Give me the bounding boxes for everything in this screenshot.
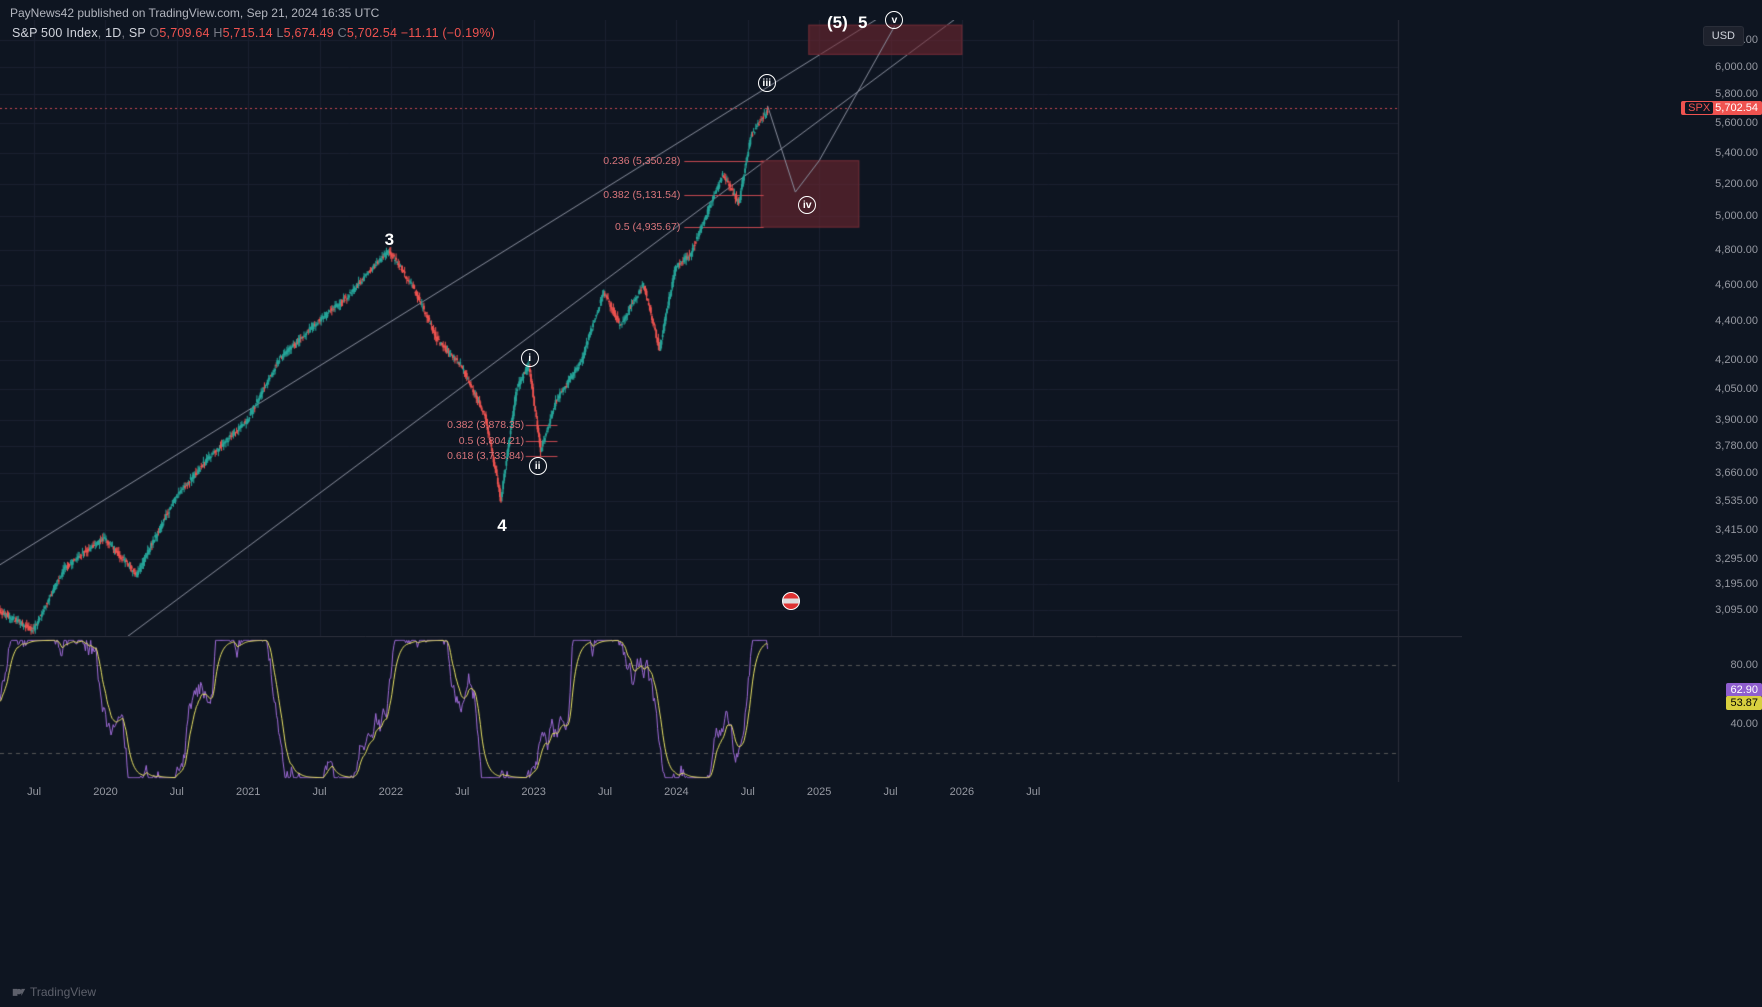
price-tick: 4,800.00 [1715,244,1758,256]
ohlc-chg: −11.11 [401,26,439,40]
price-tick: 3,660.00 [1715,467,1758,479]
watermark-text: TradingView [30,985,96,999]
ew-label-iii: iii [758,74,776,92]
time-tick: Jul [598,786,612,798]
price-tick: 4,600.00 [1715,279,1758,291]
ew-label-4: 4 [497,516,506,536]
chart-header: PayNews42 published on TradingView.com, … [0,0,1762,26]
tradingview-icon [12,985,26,999]
price-tick: 4,200.00 [1715,354,1758,366]
ohlc-high: 5,715.14 [223,26,273,40]
indicator-tick: 80.00 [1730,659,1758,671]
price-tick: 4,400.00 [1715,315,1758,327]
currency-button[interactable]: USD [1703,26,1744,46]
fib-level-label: 0.618 (3,733.84) [424,450,524,462]
indicator-tick: 40.00 [1730,718,1758,730]
ohlc-open: 5,709.64 [159,26,209,40]
price-tick: 5,800.00 [1715,88,1758,100]
time-tick: Jul [1026,786,1040,798]
price-tick: 3,295.00 [1715,553,1758,565]
price-tick: 6,000.00 [1715,61,1758,73]
price-tick: 5,400.00 [1715,147,1758,159]
time-tick: Jul [313,786,327,798]
price-tick: 4,050.00 [1715,383,1758,395]
price-tick: 3,780.00 [1715,440,1758,452]
time-tick: 2023 [521,786,545,798]
price-tick: 5,200.00 [1715,178,1758,190]
stoch-k-tag: 62.90 [1726,683,1762,697]
ohlc-close: 5,702.54 [347,26,397,40]
ew-label-ii: ii [529,457,547,475]
price-chart-canvas[interactable] [0,20,1462,636]
time-tick: 2026 [950,786,974,798]
ew-label-i: i [521,349,539,367]
last-price-tag: SPX5,702.54 [1681,101,1762,115]
time-tick: Jul [741,786,755,798]
time-tick: 2022 [379,786,403,798]
time-tick: 2024 [664,786,688,798]
price-tick: 3,535.00 [1715,495,1758,507]
time-tick: Jul [455,786,469,798]
indicator-chart-canvas[interactable] [0,636,1462,782]
ohlc-low: 5,674.49 [284,26,334,40]
fib-level-label: 0.5 (4,935.67) [580,221,680,233]
symbol-name: S&P 500 Index [12,26,98,40]
fib-level-label: 0.5 (3,804.21) [424,435,524,447]
time-tick: 2020 [93,786,117,798]
exchange: SP [129,26,146,40]
tradingview-watermark: TradingView [12,985,96,999]
time-tick: Jul [27,786,41,798]
time-tick: Jul [883,786,897,798]
time-tick: 2021 [236,786,260,798]
price-tick: 3,195.00 [1715,578,1758,590]
price-tick: 3,900.00 [1715,414,1758,426]
stoch-d-tag: 53.87 [1726,696,1762,710]
ohlc-readout: S&P 500 Index, 1D, SP O5,709.64 H5,715.1… [12,26,495,40]
price-tick: 5,000.00 [1715,210,1758,222]
fib-level-label: 0.382 (5,131.54) [580,189,680,201]
ohlc-pct: −0.19% [447,26,491,40]
publisher-text: PayNews42 published on TradingView.com, … [10,6,379,20]
price-tick: 5,600.00 [1715,117,1758,129]
ew-label-iv: iv [798,196,816,214]
fib-level-label: 0.382 (3,878.35) [424,419,524,431]
time-tick: Jul [170,786,184,798]
price-tick: 3,095.00 [1715,604,1758,616]
price-tick: 3,415.00 [1715,524,1758,536]
fib-level-label: 0.236 (5,350.28) [580,155,680,167]
time-tick: 2025 [807,786,831,798]
us-flag-icon [782,592,800,610]
timeframe: 1D [105,26,121,40]
ew-label-3: 3 [385,230,394,250]
